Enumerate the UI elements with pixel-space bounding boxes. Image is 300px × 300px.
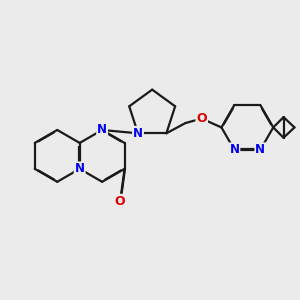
Text: O: O [115, 195, 125, 208]
Text: N: N [97, 124, 107, 136]
Text: N: N [230, 143, 239, 156]
Text: N: N [75, 162, 85, 175]
Text: N: N [255, 143, 265, 156]
Text: O: O [196, 112, 207, 125]
Text: N: N [133, 127, 143, 140]
